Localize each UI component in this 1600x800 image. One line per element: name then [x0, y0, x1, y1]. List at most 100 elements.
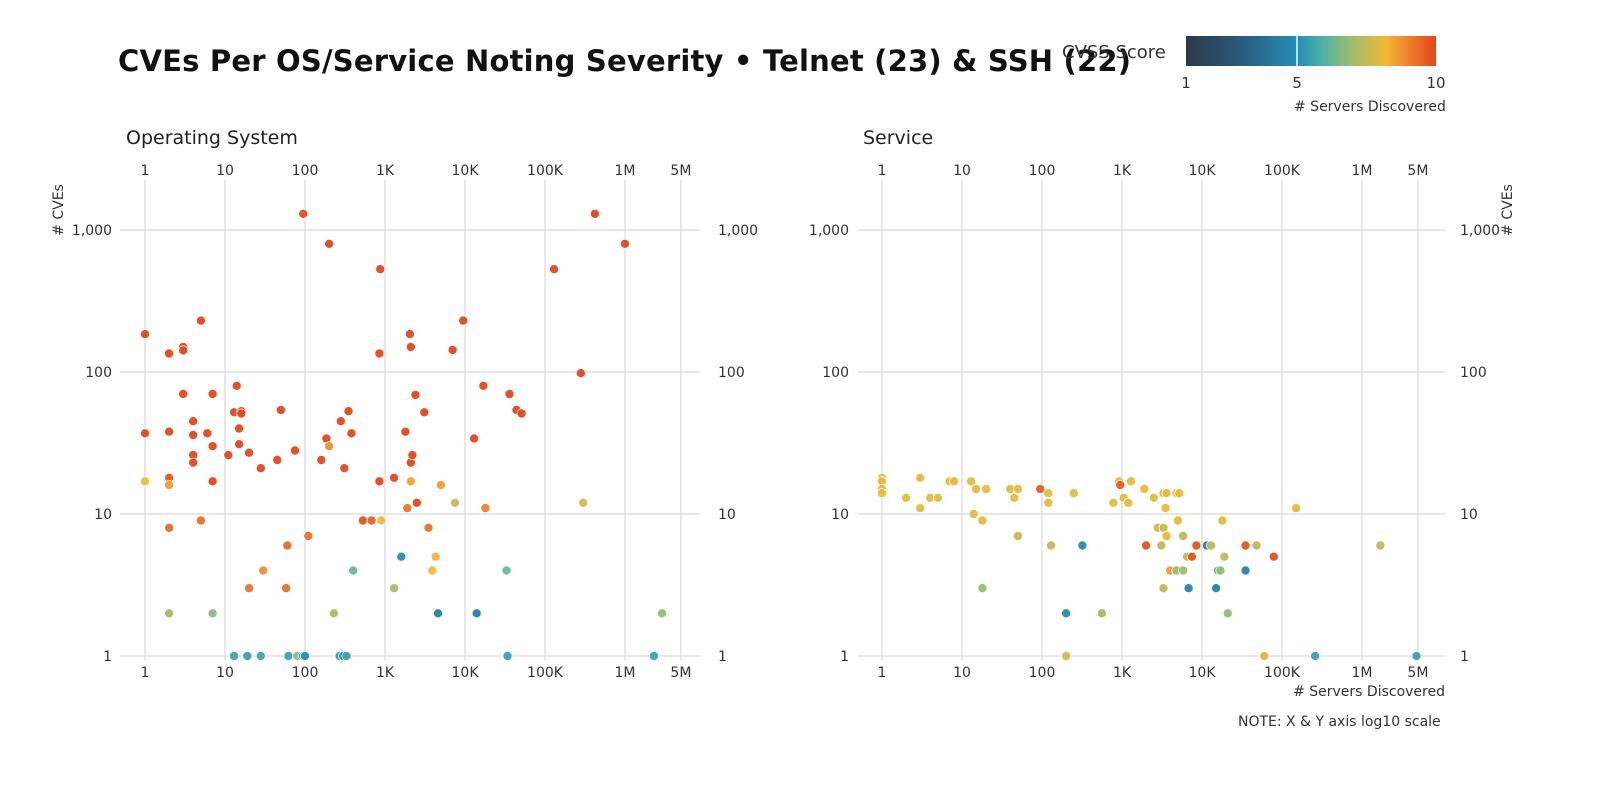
data-point: [435, 479, 446, 490]
x-tick-label-bottom: 10: [953, 665, 971, 681]
legend-sublabel: # Servers Discovered: [1294, 99, 1446, 115]
data-point: [1096, 608, 1107, 619]
data-point: [396, 551, 407, 562]
legend-colorbar: [1186, 36, 1436, 66]
data-point: [471, 608, 482, 619]
data-point: [376, 515, 387, 526]
data-point: [242, 651, 253, 662]
data-point: [188, 429, 199, 440]
x-tick-label-top: 10K: [452, 163, 480, 179]
data-point: [915, 472, 926, 483]
y-tick-label-right: 1: [1460, 649, 1469, 665]
x-tick-label-bottom: 10K: [1189, 665, 1217, 681]
data-point: [229, 651, 240, 662]
data-point: [255, 463, 266, 474]
data-point: [410, 389, 421, 400]
data-point: [1222, 608, 1233, 619]
data-point: [1068, 488, 1079, 499]
data-point: [298, 208, 309, 219]
data-point: [139, 476, 150, 487]
data-point: [620, 238, 631, 249]
scatter-panel-operating-system: Operating System 1 1 10 10 100 100 1K 1K 10K 10K 10…: [51, 127, 758, 681]
data-point: [1012, 483, 1023, 494]
data-point: [977, 583, 988, 594]
x-tick-label-top: 10: [953, 163, 971, 179]
x-tick-label-bottom: 1M: [1352, 665, 1373, 681]
y-axis-label: # CVEs: [1500, 184, 1516, 236]
data-point: [1310, 651, 1321, 662]
data-point: [516, 408, 527, 419]
x-tick-label-top: 5M: [670, 163, 691, 179]
data-point: [971, 483, 982, 494]
y-tick-label-left: 1: [103, 649, 112, 665]
data-point: [449, 497, 460, 508]
data-point: [244, 447, 255, 458]
chart-title: CVEs Per OS/Service Noting Severity • Te…: [118, 44, 1132, 78]
data-point: [411, 497, 422, 508]
data-point: [374, 476, 385, 487]
data-point: [1217, 515, 1228, 526]
data-point: [1009, 492, 1020, 503]
data-point: [1291, 503, 1302, 514]
y-tick-label-left: 1,000: [809, 223, 849, 239]
data-point: [447, 344, 458, 355]
data-point: [502, 651, 513, 662]
data-point: [207, 441, 218, 452]
x-tick-label-bottom: 100K: [1264, 665, 1301, 681]
data-point: [335, 416, 346, 427]
data-point: [1161, 488, 1172, 499]
data-point: [316, 454, 327, 465]
data-point: [341, 651, 352, 662]
panel-title: Service: [863, 127, 933, 149]
x-tick-label-bottom: 1K: [376, 665, 395, 681]
data-point: [139, 329, 150, 340]
data-point: [1046, 540, 1057, 551]
y-tick-label-right: 10: [1460, 507, 1478, 523]
x-tick-label-top: 1: [141, 163, 150, 179]
x-tick-label-top: 1K: [1113, 163, 1132, 179]
data-point: [1035, 483, 1046, 494]
data-point: [282, 540, 293, 551]
data-point: [389, 472, 400, 483]
data-point: [324, 238, 335, 249]
data-point: [1156, 540, 1167, 551]
y-tick-label-right: 100: [1460, 365, 1487, 381]
data-point: [164, 426, 175, 437]
data-point: [299, 651, 310, 662]
x-tick-label-bottom: 5M: [1407, 665, 1428, 681]
x-tick-label-bottom: 10K: [452, 665, 480, 681]
data-point: [1375, 540, 1386, 551]
data-point: [1211, 583, 1222, 594]
y-tick-label-left: 10: [94, 507, 112, 523]
x-tick-label-top: 100K: [1264, 163, 1301, 179]
data-point: [423, 522, 434, 533]
data-point: [427, 565, 438, 576]
data-point: [195, 315, 206, 326]
scale-note: NOTE: X & Y axis log10 scale: [1238, 714, 1441, 730]
y-tick-label-left: 1,000: [72, 223, 112, 239]
data-point: [981, 483, 992, 494]
data-point: [289, 445, 300, 456]
data-point: [1148, 492, 1159, 503]
data-point: [164, 479, 175, 490]
data-point: [236, 408, 247, 419]
data-point: [404, 329, 415, 340]
data-point: [504, 388, 515, 399]
legend-tick: 1: [1181, 74, 1191, 92]
data-point: [244, 583, 255, 594]
data-point: [501, 565, 512, 576]
data-point: [1178, 565, 1189, 576]
data-point: [915, 503, 926, 514]
y-tick-label-right: 10: [718, 507, 736, 523]
data-point: [188, 416, 199, 427]
data-point: [366, 515, 377, 526]
data-point: [1108, 497, 1119, 508]
data-point: [1160, 503, 1171, 514]
data-point: [1123, 497, 1134, 508]
data-point: [328, 608, 339, 619]
data-point: [223, 450, 234, 461]
data-point: [478, 380, 489, 391]
data-point: [178, 345, 189, 356]
data-point: [469, 433, 480, 444]
data-point: [657, 608, 668, 619]
